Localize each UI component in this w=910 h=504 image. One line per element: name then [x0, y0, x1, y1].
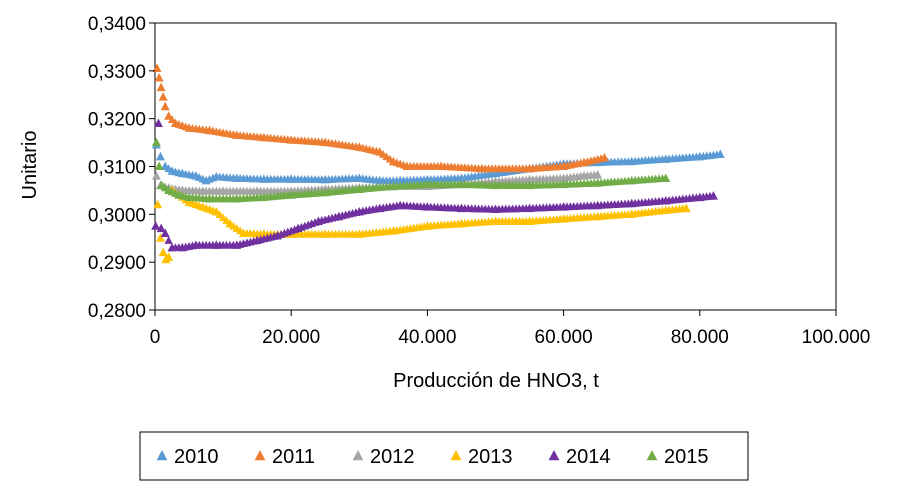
x-tick-label: 60.000	[535, 327, 593, 348]
y-tick-label: 0,3300	[88, 62, 146, 83]
y-tick-label: 0,2800	[88, 301, 146, 322]
legend-marker	[254, 450, 266, 461]
series-2015	[151, 137, 671, 203]
data-point	[158, 92, 168, 101]
data-point	[154, 161, 164, 170]
data-point	[156, 82, 166, 92]
legend-marker	[352, 450, 364, 461]
legend: 2010 2011 2012 2013 2014 2015	[139, 431, 749, 481]
legend-marker	[156, 450, 168, 461]
x-tick-label: 80.000	[671, 327, 729, 348]
data-point	[151, 137, 161, 147]
legend-label: 2011	[272, 446, 315, 468]
data-point	[158, 247, 168, 257]
data-point	[154, 73, 164, 82]
data-point	[661, 173, 671, 182]
data-point	[151, 221, 161, 230]
x-tick-label: 20.000	[262, 327, 320, 348]
data-marker	[164, 236, 173, 244]
data-point	[715, 149, 725, 159]
series-layer	[151, 63, 725, 264]
legend-box	[139, 431, 749, 481]
data-point	[155, 151, 165, 161]
axes: 0,2800 0,2900 0,3000 0,3100 0,3200 0,3300 0,34…	[88, 14, 870, 348]
x-tick-label: 100.000	[802, 327, 871, 348]
series-2013	[153, 185, 691, 264]
series-2014	[151, 118, 718, 252]
legend-marker	[450, 450, 462, 461]
y-tick-label: 0,3000	[88, 205, 146, 226]
data-point	[593, 170, 603, 179]
data-point	[153, 199, 163, 209]
y-tick-label: 0,3400	[88, 14, 146, 35]
data-point	[156, 223, 166, 233]
data-point	[160, 101, 170, 111]
data-point	[164, 252, 174, 261]
y-tick-label: 0,3200	[88, 110, 146, 131]
y-tick-label: 0,2900	[88, 253, 146, 274]
data-point	[152, 63, 162, 72]
legend-label: 2015	[664, 446, 709, 468]
y-axis-title: Unitario	[19, 131, 41, 200]
series-2011	[152, 63, 609, 173]
data-point	[708, 191, 718, 200]
legend-label: 2014	[566, 446, 611, 468]
data-point	[155, 233, 165, 242]
legend-marker	[646, 450, 658, 461]
data-point	[160, 228, 170, 237]
data-point	[681, 203, 691, 213]
x-axis-title: Producción de HNO3, t	[393, 370, 599, 392]
y-tick-label: 0,3100	[88, 158, 146, 179]
data-point	[153, 118, 163, 127]
data-point	[151, 171, 161, 180]
legend-label: 2010	[174, 446, 219, 468]
data-point	[599, 152, 609, 162]
legend-marker	[548, 450, 560, 461]
legend-label: 2012	[370, 446, 415, 468]
legend-label: 2013	[468, 446, 513, 468]
x-tick-label: 40.000	[398, 327, 456, 348]
x-tick-label: 0	[150, 327, 161, 348]
